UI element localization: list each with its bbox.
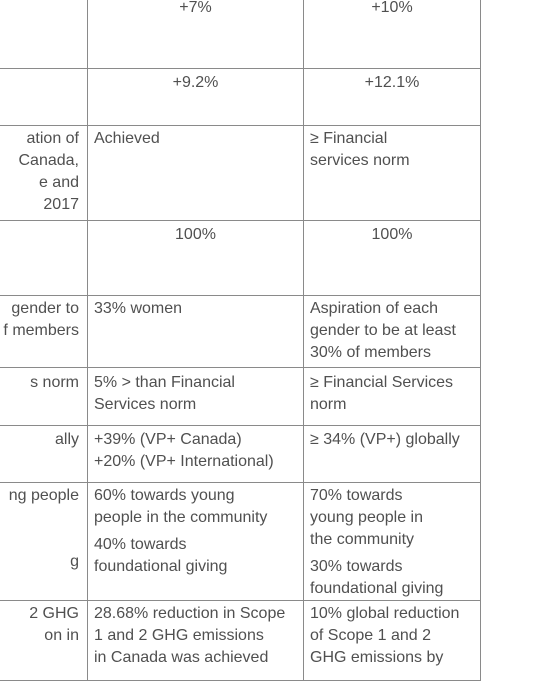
cell-text: ≥ Financial (310, 130, 388, 147)
table-cell-target: +12.1% (303, 68, 481, 126)
cell-text: +9.2% (172, 74, 219, 91)
cell-text: 2017 (43, 196, 79, 213)
cell-text: ≥ Financial Services (310, 374, 454, 391)
cell-text: s norm (30, 374, 79, 391)
cell-text: ng people (8, 487, 79, 504)
table-cell-result: 28.68% reduction in Scope 1 and 2 GHG em… (87, 600, 304, 681)
table-cell-target: ≥ Financial Services norm (303, 367, 481, 426)
table-cell-target: 100% (303, 220, 481, 296)
cell-text: 100% (371, 226, 413, 243)
cell-text: ation of (26, 130, 79, 147)
cell-text: f members (3, 322, 79, 339)
cell-text: ≥ 34% (VP+) globally (310, 431, 460, 448)
table-row: s norm 5% > than Financial Services norm… (0, 367, 481, 426)
cell-text: foundational giving (310, 580, 444, 597)
table-cell-label: s norm (0, 367, 88, 426)
table-row: 100% 100% (0, 220, 481, 296)
cell-text: 60% towards young (94, 487, 235, 504)
cell-text: of Scope 1 and 2 (310, 627, 431, 644)
cell-text: Services norm (94, 396, 197, 413)
cell-text: 5% > than Financial (94, 374, 235, 391)
cell-text: g (70, 553, 79, 570)
cell-text: 70% towards (310, 487, 403, 504)
table-cell-target: 10% global reduction of Scope 1 and 2 GH… (303, 600, 481, 681)
cell-text: +12.1% (364, 74, 420, 91)
cell-text: Canada, (18, 152, 80, 169)
cell-text: 33% women (94, 300, 183, 317)
table-cell-target: 70% towards young people in the communit… (303, 482, 481, 601)
table-row: ng people ​ ​ g 60% towards young people… (0, 482, 481, 601)
table-cell-result: 100% (87, 220, 304, 296)
performance-table: +7% +10% +9.2% +12.1% ation of Canada, e… (0, 0, 481, 681)
cell-text: gender to (11, 300, 79, 317)
table-row: 2 GHG on in 28.68% reduction in Scope 1 … (0, 600, 481, 681)
cell-text: Achieved (94, 130, 160, 147)
cell-text: 30% towards (310, 558, 403, 575)
cell-text: 1 and 2 GHG emissions (94, 627, 264, 644)
table-cell-label (0, 0, 88, 69)
table-cell-label: ally (0, 425, 88, 483)
table-cell-result: 60% towards young people in the communit… (87, 482, 304, 601)
cell-text: ​ (0, 529, 79, 551)
table-cell-target: ≥ Financial services norm (303, 125, 481, 221)
cell-text: ​ (0, 507, 79, 529)
cell-text: 30% of members (310, 344, 431, 361)
cell-text: 28.68% reduction in Scope (94, 605, 286, 622)
table-cell-label: gender to f members (0, 295, 88, 368)
cell-text: ally (54, 431, 79, 448)
cell-text: e and (38, 174, 79, 191)
table-cell-label (0, 68, 88, 126)
table-cell-result: +39% (VP+ Canada) +20% (VP+ Internationa… (87, 425, 304, 483)
table-cell-target: ≥ 34% (VP+) globally (303, 425, 481, 483)
cell-text: 100% (175, 226, 216, 243)
table-cell-target: Aspiration of each gender to be at least… (303, 295, 481, 368)
table-cell-result: Achieved (87, 125, 304, 221)
table-row: +7% +10% (0, 0, 481, 69)
cell-text: +10% (371, 0, 413, 16)
table-cell-label: 2 GHG on in (0, 600, 88, 681)
cell-text: 10% global reduction (310, 605, 460, 622)
cell-text: GHG emissions by (310, 649, 444, 666)
table-cell-label (0, 220, 88, 296)
cell-text: foundational giving (94, 558, 228, 575)
cell-text: in Canada was achieved (94, 649, 269, 666)
cell-text: +20% (VP+ International) (94, 453, 274, 470)
cell-text: norm (310, 396, 347, 413)
table-cell-label: ng people ​ ​ g (0, 482, 88, 601)
cell-text: on in (44, 627, 79, 644)
cell-text: 2 GHG (29, 605, 79, 622)
cell-text: young people in (310, 509, 423, 526)
table-cell-label: ation of Canada, e and 2017 (0, 125, 88, 221)
cell-text: the community (310, 531, 415, 548)
table-cell-target: +10% (303, 0, 481, 69)
cell-text: services norm (310, 152, 410, 169)
table-row: +9.2% +12.1% (0, 68, 481, 126)
table-cell-result: +9.2% (87, 68, 304, 126)
table-cell-result: 5% > than Financial Services norm (87, 367, 304, 426)
table-cell-result: +7% (87, 0, 304, 69)
table-row: gender to f members 33% women Aspiration… (0, 295, 481, 368)
cell-text: gender to be at least (310, 322, 456, 339)
table-row: ation of Canada, e and 2017 Achieved ≥ F… (0, 125, 481, 221)
cell-text: +39% (VP+ Canada) (94, 431, 242, 448)
table-row: ally +39% (VP+ Canada) +20% (VP+ Interna… (0, 425, 481, 483)
table-cell-result: 33% women (87, 295, 304, 368)
cell-text: +7% (179, 0, 212, 16)
cell-text: people in the community (94, 509, 268, 526)
cell-text: Aspiration of each (310, 300, 439, 317)
cell-text: 40% towards (94, 536, 187, 553)
